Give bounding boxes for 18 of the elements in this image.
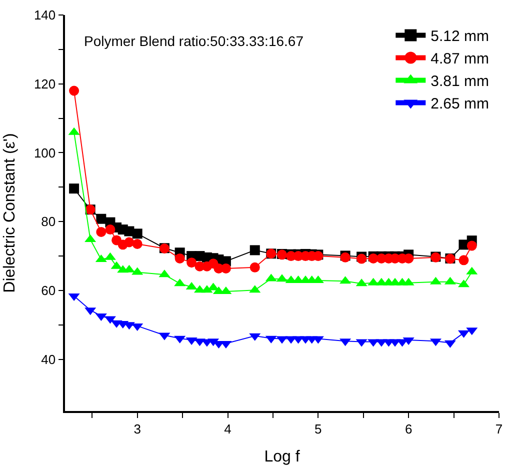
y-tick-label: 140 [34,8,56,23]
x-tick-label: 4 [224,421,232,436]
x-tick-label: 6 [404,421,412,436]
legend-label: 3.81 mm [430,73,490,90]
legend-label: 5.12 mm [430,28,490,46]
y-tick-label: 60 [41,283,56,298]
x-axis-title: Log f [264,448,300,466]
legend-label: 4.87 mm [430,50,490,68]
y-axis-title: Dielectric Constant (ε') [1,133,18,293]
annotation: Polymer Blend ratio:50:33.33:16.67 [84,33,304,49]
x-tick-label: 5 [314,421,322,436]
legend-label: 2.65 mm [430,96,490,113]
y-tick-label: 100 [34,145,56,160]
y-tick-label: 40 [41,352,56,367]
y-tick-label: 80 [41,214,56,230]
x-tick-label: 7 [495,421,503,436]
y-tick-label: 120 [34,76,56,92]
x-tick-label: 3 [134,421,141,436]
